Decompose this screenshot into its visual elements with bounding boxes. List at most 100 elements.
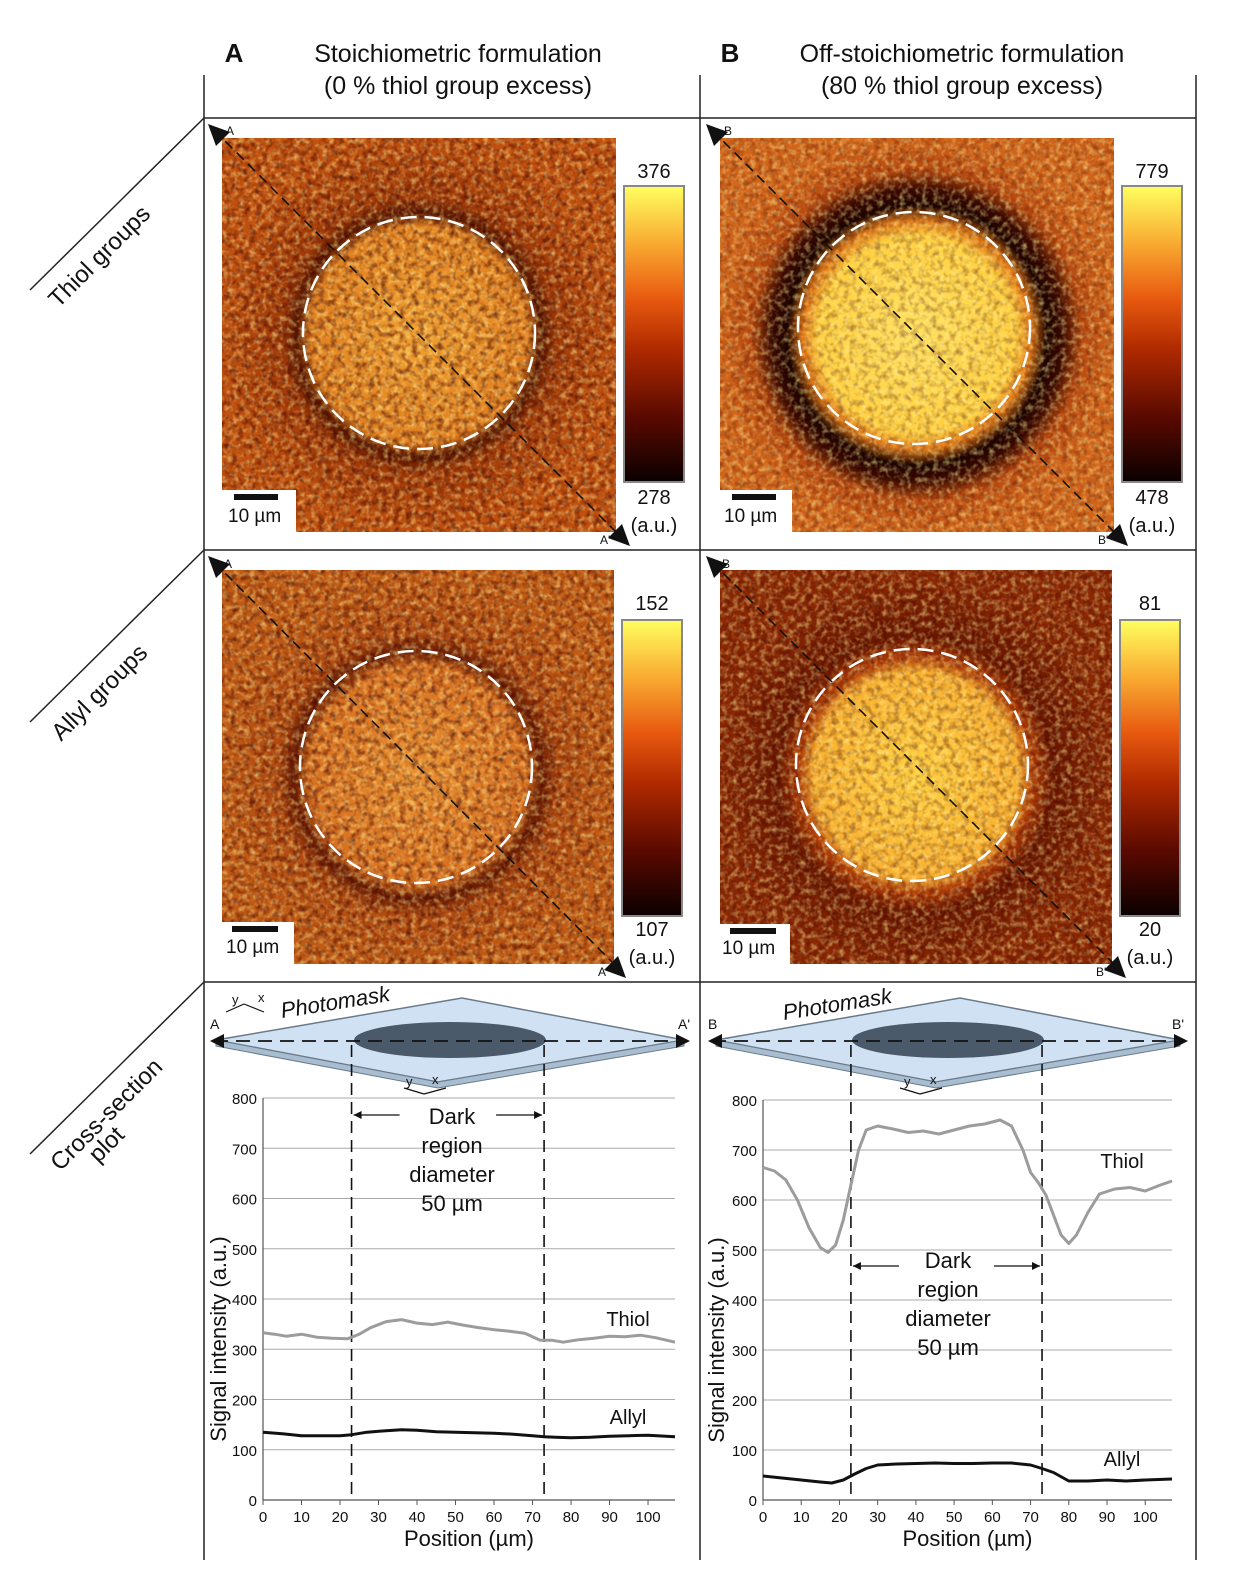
- x-axis-label: Position (µm): [902, 1526, 1032, 1551]
- panel-letter-a: A: [225, 38, 244, 68]
- scalebar: [732, 494, 776, 500]
- y-tick-label: 400: [232, 1292, 257, 1309]
- column-b-title-line2: (80 % thiol group excess): [821, 72, 1103, 100]
- x-tick-label: 100: [636, 1509, 661, 1526]
- scalebar-label: 10 µm: [226, 937, 279, 958]
- map-allyl-b: B B' 10 µm: [706, 556, 1126, 979]
- marker-start-label: B: [724, 124, 732, 138]
- colorbar-max: 779: [1135, 161, 1168, 183]
- scalebar-label: 10 µm: [724, 506, 777, 527]
- photomask-dark-region: [852, 1022, 1044, 1058]
- x-tick-label: 80: [563, 1509, 580, 1526]
- column-a-title-line1: Stoichiometric formulation: [314, 40, 602, 68]
- y-tick-label: 500: [232, 1242, 257, 1259]
- marker-start-label: A: [226, 124, 234, 138]
- annotation-text: 50 µm: [421, 1191, 483, 1216]
- cross-section-chart-a: 0 100 200 300 400 500 600 700 800 0 10 20 30 40 50 60 70…: [206, 1045, 676, 1551]
- photomask-dark-region: [354, 1022, 546, 1058]
- scalebar-label: 10 µm: [228, 506, 281, 527]
- photomask-start-label: A: [210, 1016, 220, 1032]
- x-tick-label: 40: [908, 1509, 925, 1526]
- photomask-b: B B' Photomask y x: [708, 983, 1188, 1095]
- dashed-circle: [298, 649, 534, 885]
- series-line-allyl: [762, 1461, 1173, 1485]
- x-axis-label: Position (µm): [404, 1526, 534, 1551]
- marker-end-label: A': [598, 965, 608, 979]
- dashed-circle: [796, 210, 1032, 446]
- x-tick-label: 40: [409, 1509, 426, 1526]
- y-tick-label: 100: [732, 1443, 757, 1460]
- marker-end-label: A': [600, 533, 610, 547]
- colorbar-unit: (a.u.): [1127, 947, 1174, 969]
- y-axis-label: Signal intensity (a.u.): [206, 1236, 231, 1441]
- series-label-thiol: Thiol: [1100, 1151, 1143, 1173]
- scalebar: [234, 494, 278, 500]
- column-b-title-line1: Off-stoichiometric formulation: [800, 40, 1125, 68]
- y-tick-label: 700: [732, 1143, 757, 1160]
- y-tick-label: 300: [732, 1343, 757, 1360]
- annotation-text: diameter: [409, 1162, 495, 1187]
- marker-end-arrow: [608, 524, 630, 546]
- map-thiol-a: A A' 10 µm: [208, 124, 630, 547]
- colorbar-allyl-a: 152 107 (a.u.): [621, 593, 683, 969]
- annotation-arrowhead-right: [534, 1111, 543, 1119]
- y-tick-label: 200: [232, 1393, 257, 1410]
- colorbar-min: 478: [1135, 487, 1168, 509]
- y-tick-label: 600: [232, 1192, 257, 1209]
- x-tick-label: 70: [524, 1509, 541, 1526]
- marker-start-arrow: [706, 124, 728, 146]
- photomask-start-label: B: [708, 1016, 717, 1032]
- table-grid: [29, 75, 1197, 1560]
- dashed-circle: [301, 215, 537, 451]
- y-tick-label: 800: [732, 1093, 757, 1110]
- marker-end-label: B': [1096, 965, 1106, 979]
- annotation-text: Dark: [429, 1104, 476, 1129]
- row-label-thiol: Thiol groups: [43, 200, 155, 312]
- colorbar-unit: (a.u.): [1129, 515, 1176, 537]
- x-tick-label: 0: [759, 1509, 767, 1526]
- y-tick-label: 0: [249, 1493, 257, 1510]
- axis-y-label-bottom: y: [406, 1074, 413, 1089]
- y-tick-label: 0: [749, 1493, 757, 1510]
- panel-letter-b: B: [721, 38, 740, 68]
- x-tick-label: 10: [793, 1509, 810, 1526]
- x-tick-label: 0: [259, 1509, 267, 1526]
- x-tick-label: 60: [486, 1509, 503, 1526]
- annotation-text: 50 µm: [917, 1335, 979, 1360]
- x-tick-label: 30: [869, 1509, 886, 1526]
- marker-end-arrow: [1106, 524, 1128, 546]
- photomask-end-label: A': [678, 1016, 690, 1032]
- series-label-thiol: Thiol: [606, 1309, 649, 1331]
- marker-start-label: B: [722, 557, 730, 571]
- axis-x-label: x: [258, 990, 265, 1005]
- x-tick-label: 50: [946, 1509, 963, 1526]
- colorbar-min: 20: [1139, 919, 1161, 941]
- y-tick-label: 500: [732, 1243, 757, 1260]
- dashed-circle: [794, 647, 1030, 883]
- row-label-allyl: Allyl groups: [46, 639, 153, 746]
- marker-end-arrow: [1104, 956, 1126, 978]
- colorbar-max: 152: [635, 593, 668, 615]
- map-allyl-a: A A' 10 µm: [208, 556, 626, 979]
- series-line-allyl: [262, 1428, 676, 1440]
- cross-section-line: [213, 129, 625, 541]
- x-tick-label: 100: [1133, 1509, 1158, 1526]
- axis-x-label-bottom: x: [432, 1072, 439, 1087]
- colorbar-min: 278: [637, 487, 670, 509]
- x-tick-label: 10: [293, 1509, 310, 1526]
- x-tick-label: 30: [370, 1509, 387, 1526]
- cross-section-chart-b: 0 100 200 300 400 500 600 700 800 0 10 20 30 40 50 60 70…: [704, 1045, 1173, 1551]
- cross-section-line: [711, 561, 1121, 971]
- colorbar-max: 81: [1139, 593, 1161, 615]
- marker-start-arrow: [706, 556, 728, 578]
- x-tick-label: 70: [1022, 1509, 1039, 1526]
- colorbar-allyl-b: 81 20 (a.u.): [1119, 593, 1181, 969]
- axes-icon-bottom: [403, 1087, 447, 1095]
- y-tick-label: 600: [732, 1193, 757, 1210]
- y-tick-label: 200: [732, 1393, 757, 1410]
- axis-x-label-bottom: x: [930, 1072, 937, 1087]
- x-tick-label: 60: [984, 1509, 1001, 1526]
- x-tick-label: 90: [1099, 1509, 1116, 1526]
- marker-start-arrow: [208, 556, 230, 578]
- series-line-thiol: [762, 1118, 1173, 1254]
